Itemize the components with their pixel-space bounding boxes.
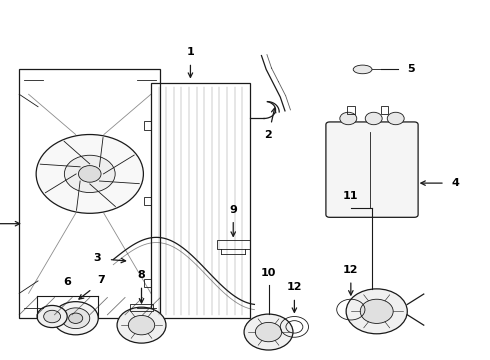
Circle shape (128, 315, 155, 335)
Circle shape (360, 299, 393, 323)
Bar (19, 69, 160, 318)
Text: 3: 3 (93, 253, 100, 263)
Text: 1: 1 (187, 47, 195, 57)
Circle shape (78, 166, 101, 182)
Circle shape (117, 307, 166, 343)
Text: 9: 9 (229, 204, 237, 215)
Circle shape (69, 313, 83, 323)
Text: 8: 8 (138, 270, 146, 280)
FancyBboxPatch shape (326, 122, 418, 217)
Bar (144, 121, 151, 130)
Circle shape (44, 310, 61, 323)
Circle shape (53, 302, 98, 335)
Circle shape (36, 135, 144, 213)
Text: 7: 7 (97, 275, 104, 285)
Text: 6: 6 (64, 277, 72, 287)
Circle shape (340, 112, 357, 125)
Bar (381, 106, 389, 114)
Circle shape (62, 308, 90, 329)
Text: 2: 2 (264, 130, 271, 140)
Text: 10: 10 (261, 269, 276, 279)
Circle shape (255, 323, 282, 342)
Circle shape (387, 112, 404, 125)
Bar (144, 279, 151, 287)
Bar (130, 305, 153, 311)
Circle shape (64, 155, 115, 193)
Bar (151, 83, 250, 318)
Bar (347, 106, 355, 114)
Text: 4: 4 (451, 178, 459, 188)
Text: 12: 12 (343, 265, 359, 275)
Text: 11: 11 (343, 191, 359, 201)
Bar (217, 240, 250, 249)
Bar (144, 197, 151, 205)
Circle shape (365, 112, 382, 125)
Text: 12: 12 (287, 282, 302, 292)
Text: 5: 5 (407, 64, 415, 75)
Circle shape (37, 305, 67, 328)
Circle shape (244, 314, 293, 350)
Ellipse shape (353, 65, 372, 74)
Circle shape (346, 289, 407, 334)
